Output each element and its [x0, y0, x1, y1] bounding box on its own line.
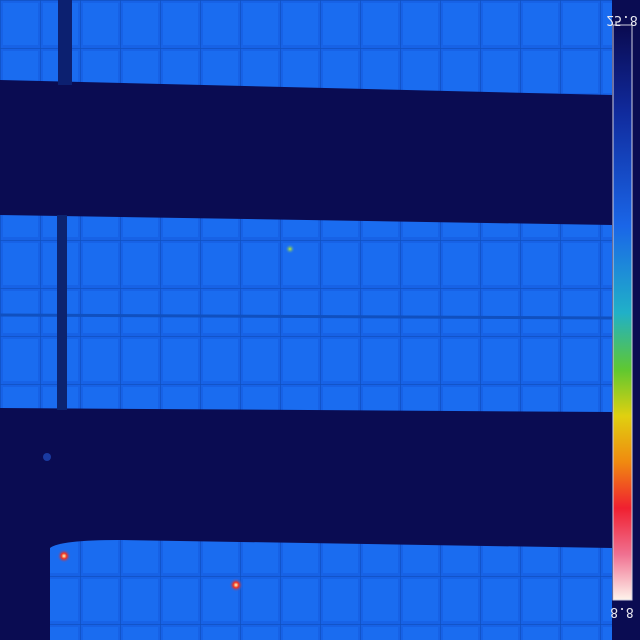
hot-spot	[57, 549, 71, 563]
scale-bottom-label: 8.8	[610, 604, 633, 619]
panel-row	[50, 540, 612, 640]
panel-row	[0, 215, 612, 412]
panel-row	[0, 0, 612, 95]
hot-spot	[229, 578, 243, 592]
scale-top-label: 25.8	[606, 12, 637, 27]
gap	[57, 215, 67, 410]
warm-spot	[285, 244, 295, 254]
spot	[43, 453, 51, 461]
panel-seam	[0, 313, 613, 320]
gap	[58, 0, 72, 85]
color-scale	[612, 24, 633, 601]
